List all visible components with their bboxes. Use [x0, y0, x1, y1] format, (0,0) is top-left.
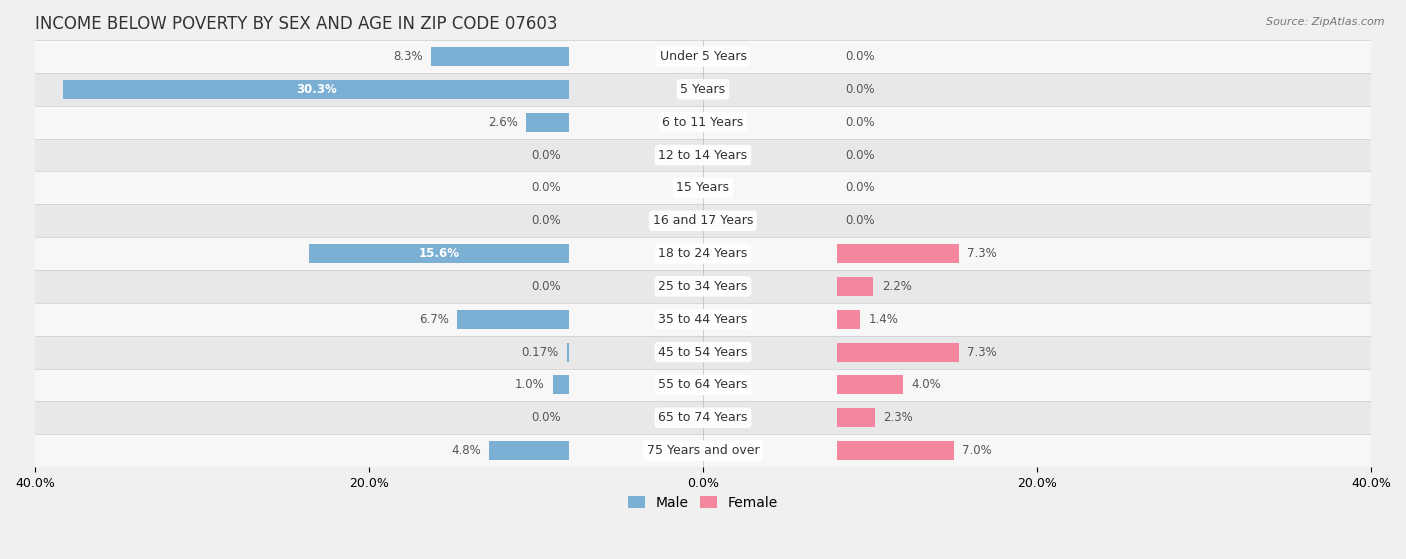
- Text: 0.0%: 0.0%: [845, 181, 875, 195]
- Text: 0.0%: 0.0%: [845, 83, 875, 96]
- Text: 7.3%: 7.3%: [967, 247, 997, 260]
- Text: 7.0%: 7.0%: [962, 444, 991, 457]
- Text: 0.0%: 0.0%: [531, 411, 561, 424]
- Text: 8.3%: 8.3%: [392, 50, 422, 63]
- Bar: [35, 139, 1371, 172]
- Text: Under 5 Years: Under 5 Years: [659, 50, 747, 63]
- Text: 0.0%: 0.0%: [845, 214, 875, 228]
- Text: 4.0%: 4.0%: [911, 378, 942, 391]
- Text: 18 to 24 Years: 18 to 24 Years: [658, 247, 748, 260]
- Bar: [837, 277, 873, 296]
- Bar: [837, 441, 953, 460]
- Text: INCOME BELOW POVERTY BY SEX AND AGE IN ZIP CODE 07603: INCOME BELOW POVERTY BY SEX AND AGE IN Z…: [35, 15, 557, 33]
- Text: Source: ZipAtlas.com: Source: ZipAtlas.com: [1267, 17, 1385, 27]
- Bar: [63, 80, 569, 99]
- Bar: [35, 73, 1371, 106]
- Text: 75 Years and over: 75 Years and over: [647, 444, 759, 457]
- Bar: [837, 376, 904, 395]
- Bar: [35, 237, 1371, 270]
- Bar: [35, 270, 1371, 303]
- Text: 2.6%: 2.6%: [488, 116, 517, 129]
- Bar: [457, 310, 569, 329]
- Text: 55 to 64 Years: 55 to 64 Years: [658, 378, 748, 391]
- Text: 0.0%: 0.0%: [845, 149, 875, 162]
- Bar: [837, 310, 860, 329]
- Bar: [526, 113, 569, 132]
- Text: 25 to 34 Years: 25 to 34 Years: [658, 280, 748, 293]
- Text: 5 Years: 5 Years: [681, 83, 725, 96]
- Bar: [837, 408, 875, 427]
- Text: 4.8%: 4.8%: [451, 444, 481, 457]
- Bar: [430, 47, 569, 66]
- Text: 7.3%: 7.3%: [967, 345, 997, 358]
- Bar: [35, 401, 1371, 434]
- Bar: [35, 434, 1371, 467]
- Bar: [35, 335, 1371, 368]
- Bar: [489, 441, 569, 460]
- Bar: [35, 172, 1371, 204]
- Text: 0.17%: 0.17%: [522, 345, 558, 358]
- Text: 2.2%: 2.2%: [882, 280, 911, 293]
- Text: 0.0%: 0.0%: [531, 149, 561, 162]
- Legend: Male, Female: Male, Female: [623, 490, 783, 515]
- Text: 0.0%: 0.0%: [531, 181, 561, 195]
- Text: 0.0%: 0.0%: [531, 280, 561, 293]
- Bar: [553, 376, 569, 395]
- Text: 12 to 14 Years: 12 to 14 Years: [658, 149, 748, 162]
- Text: 30.3%: 30.3%: [297, 83, 336, 96]
- Bar: [35, 40, 1371, 73]
- Text: 1.0%: 1.0%: [515, 378, 544, 391]
- Text: 6 to 11 Years: 6 to 11 Years: [662, 116, 744, 129]
- Text: 35 to 44 Years: 35 to 44 Years: [658, 312, 748, 326]
- Bar: [309, 244, 569, 263]
- Text: 15.6%: 15.6%: [419, 247, 460, 260]
- Bar: [35, 368, 1371, 401]
- Text: 0.0%: 0.0%: [845, 50, 875, 63]
- Text: 2.3%: 2.3%: [883, 411, 912, 424]
- Bar: [567, 343, 569, 362]
- Text: 15 Years: 15 Years: [676, 181, 730, 195]
- Text: 65 to 74 Years: 65 to 74 Years: [658, 411, 748, 424]
- Bar: [837, 343, 959, 362]
- Text: 1.4%: 1.4%: [869, 312, 898, 326]
- Bar: [837, 244, 959, 263]
- Text: 6.7%: 6.7%: [419, 312, 449, 326]
- Text: 0.0%: 0.0%: [531, 214, 561, 228]
- Text: 16 and 17 Years: 16 and 17 Years: [652, 214, 754, 228]
- Text: 0.0%: 0.0%: [845, 116, 875, 129]
- Text: 45 to 54 Years: 45 to 54 Years: [658, 345, 748, 358]
- Bar: [35, 204, 1371, 237]
- Bar: [35, 106, 1371, 139]
- Bar: [35, 303, 1371, 335]
